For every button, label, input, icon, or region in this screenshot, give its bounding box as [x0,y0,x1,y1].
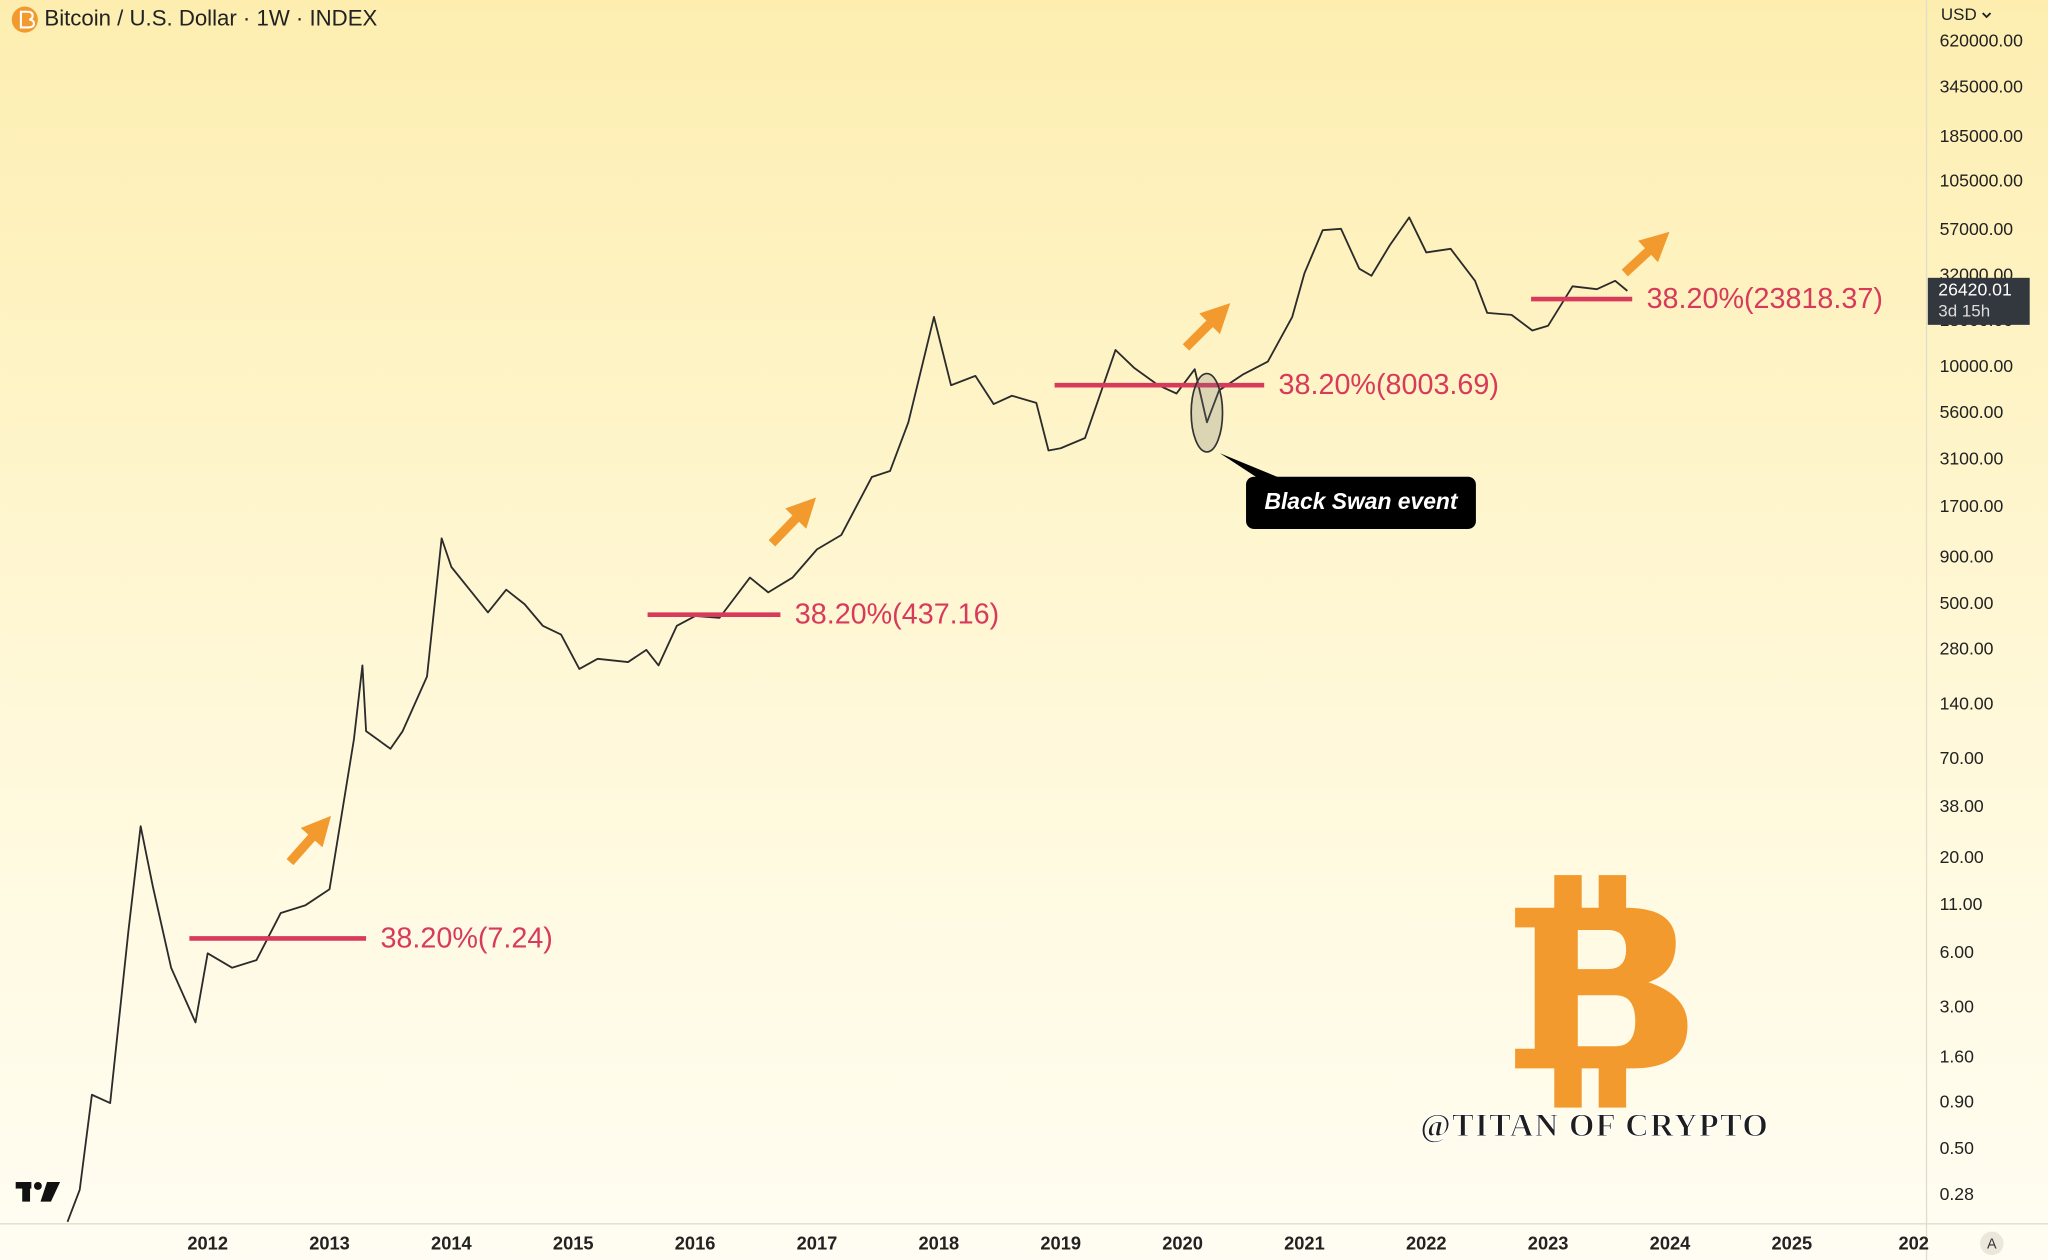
symbol-icon-glyph [19,10,36,29]
arrow [286,815,332,866]
symbol-icon [11,6,38,33]
auto-scale-button[interactable] [1980,1231,2004,1256]
y-tick-label: 20.00 [1940,847,1984,867]
y-tick-label: 620000.00 [1940,30,2024,50]
arrow [768,497,817,547]
plot-area: 38.20%(7.24) 38.20%(437.16) 38.20%(8003.69… [66,216,1883,1223]
x-tick-label: 2012 [187,1233,228,1254]
y-tick-label: 0.90 [1940,1092,1975,1112]
x-tick-label: 2016 [675,1233,716,1254]
x-tick-label: 2022 [1406,1233,1447,1254]
arrow [1621,231,1670,277]
y-tick-label: 280.00 [1940,639,1994,659]
y-tick-label: 10000.00 [1940,356,2014,376]
y-tick-label: 1.60 [1940,1046,1975,1066]
chart-title: Bitcoin / U.S. Dollar · 1W · INDEX [44,5,377,30]
y-tick-label: 500.00 [1940,593,1994,613]
auto-scale-label[interactable]: A [1987,1237,1997,1253]
tv-logo-part [33,1182,42,1190]
x-tick-label: 2014 [431,1233,472,1254]
price-tag [1927,277,2030,325]
bitcoin-logo [1515,875,1688,1108]
y-tick-label: 105000.00 [1940,171,2024,191]
fib-label: 38.20%(7.24) [380,922,552,954]
y-tick-label: 3.00 [1940,997,1975,1017]
x-tick-label: 2017 [797,1233,838,1254]
fib-label: 38.20%(23818.37) [1647,283,1883,315]
y-tick-label: 5600.00 [1940,402,2004,422]
y-tick-label: 57000.00 [1940,219,2014,239]
y-tick-label: 11.00 [1940,894,1983,914]
y-tick-label: 0.28 [1940,1184,1975,1204]
callout-pointer [1219,453,1287,481]
price-line [66,216,1628,1223]
arrow [1182,303,1231,351]
x-tick-label: 2015 [553,1233,594,1254]
x-tick-label: 2018 [919,1233,960,1254]
price-tag-countdown: 3d 15h [1938,301,1990,320]
currency-selector[interactable]: USD [1941,5,1977,24]
y-tick-label: 345000.00 [1940,77,2024,97]
tv-logo-part [22,1182,31,1202]
x-tick-label: 2013 [309,1233,350,1254]
x-tick-label: 2023 [1528,1233,1569,1254]
watermark: @TITAN OF CRYPTO [1420,1108,1769,1144]
arrows [286,231,1670,866]
y-tick-label: 38.00 [1940,796,1984,816]
y-tick-label: 140.00 [1940,693,1994,713]
logo-b [1515,907,1688,1069]
y-tick-label: 185000.00 [1940,126,2024,146]
x-tick-label: 2020 [1162,1233,1203,1254]
y-tick-label: 70.00 [1940,748,1984,768]
x-tick-label: 2024 [1650,1233,1691,1254]
y-tick-label: 6.00 [1940,942,1975,962]
y-tick-label: 1700.00 [1940,496,2004,516]
x-tick-label: 2021 [1284,1233,1325,1254]
x-tick-label: 202 [1898,1233,1928,1254]
fib-label: 38.20%(437.16) [795,599,999,631]
callout-text: Black Swan event [1264,488,1458,514]
highlight-ellipse [1190,372,1224,453]
y-tick-label: 0.50 [1940,1138,1975,1158]
x-tick-label: 2019 [1040,1233,1081,1254]
callout-box [1246,476,1476,529]
x-tick-label: 2025 [1772,1233,1813,1254]
price-tag-value: 26420.01 [1938,280,2012,300]
y-tick-label: 900.00 [1940,546,1994,566]
y-tick-label: 3100.00 [1940,449,2004,469]
fib-label: 38.20%(8003.69) [1279,369,1499,401]
currency-chevron[interactable] [1982,12,1992,19]
